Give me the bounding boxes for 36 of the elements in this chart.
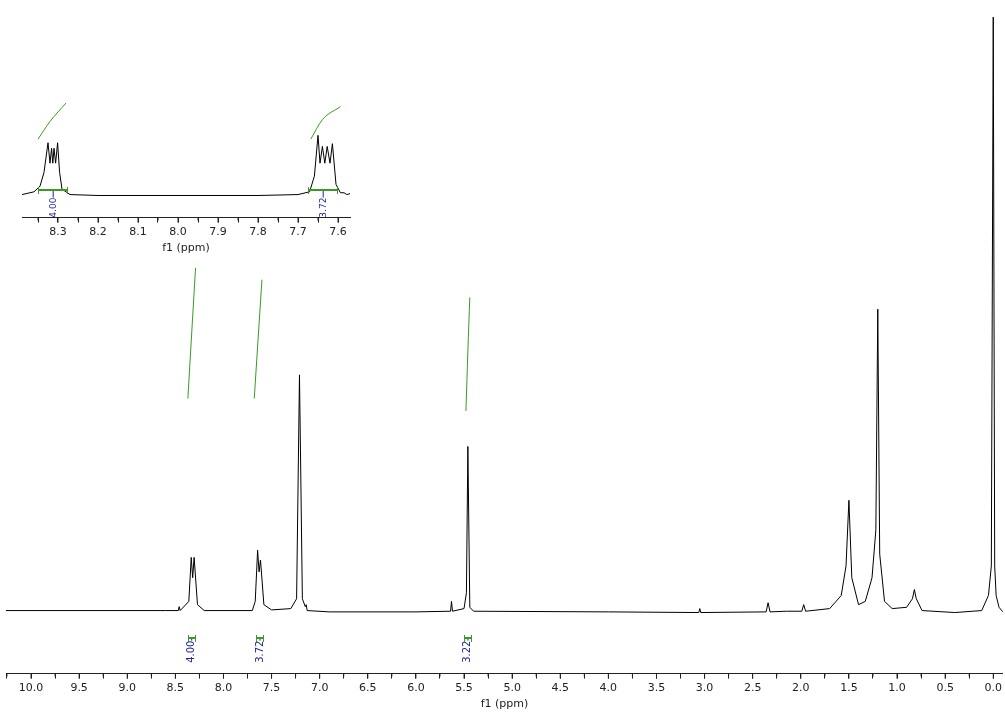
annotation: 3.22 — [461, 640, 473, 663]
x-tick-label: 7.5 — [262, 681, 281, 695]
x-tick-label: 8.0 — [214, 681, 233, 695]
x-tick-label: 8.3 — [49, 225, 67, 239]
x-tick-label: 6.0 — [407, 681, 425, 695]
x-tick-label: 2.0 — [792, 681, 810, 695]
x-tick-label: 8.2 — [89, 225, 107, 239]
x-tick-label: 7.8 — [249, 225, 267, 239]
x-tick-label: 7.6 — [329, 225, 347, 239]
x-tick-label: 3.5 — [647, 681, 666, 695]
x-axis-title: f1 (ppm) — [162, 241, 210, 255]
x-tick-label: 8.5 — [166, 681, 185, 695]
x-tick-label: 4.0 — [599, 681, 618, 695]
x-tick-label: 3.0 — [695, 681, 714, 695]
x-tick-label: 7.9 — [209, 225, 227, 239]
x-tick-label: 6.5 — [359, 681, 377, 695]
x-tick-label: 9.5 — [70, 681, 88, 695]
annotation: 4.00 — [47, 197, 58, 218]
annotation: 4.00 — [185, 640, 197, 663]
x-tick-label: 8.0 — [169, 225, 187, 239]
x-tick-label: 1.0 — [888, 681, 906, 695]
x-axis-title: f1 (ppm) — [480, 697, 529, 711]
x-tick-label: 7.7 — [289, 225, 307, 239]
x-tick-label: 2.5 — [743, 681, 762, 695]
x-tick-label: 0.0 — [984, 681, 1002, 695]
x-tick-label: 5.0 — [503, 681, 521, 695]
x-tick-label: 9.0 — [118, 681, 136, 695]
x-tick-label: 8.1 — [129, 225, 147, 239]
x-tick-label: 5.5 — [455, 681, 473, 695]
annotation: 3.72 — [253, 640, 265, 663]
x-tick-label: 4.5 — [551, 681, 569, 695]
x-tick-label: 10.0 — [18, 681, 44, 695]
x-tick-label: 7.0 — [310, 681, 329, 695]
x-tick-label: 1.5 — [840, 681, 858, 695]
x-tick-label: 0.5 — [936, 681, 954, 695]
annotation: 3.72 — [317, 197, 328, 218]
